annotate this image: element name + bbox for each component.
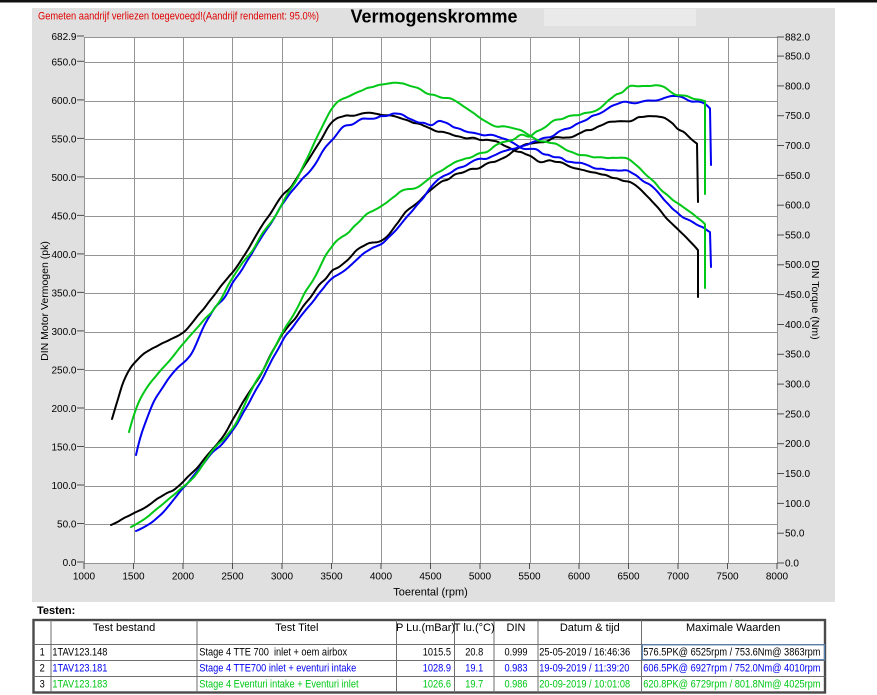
svg-text:0.983: 0.983 [504, 663, 527, 675]
svg-text:P Lu.(mBar): P Lu.(mBar) [396, 622, 455, 634]
svg-text:1000: 1000 [73, 572, 96, 583]
svg-text:450.0: 450.0 [51, 211, 76, 222]
svg-text:5000: 5000 [469, 572, 492, 583]
svg-text:Test bestand: Test bestand [93, 622, 155, 634]
svg-text:350.0: 350.0 [785, 350, 810, 361]
svg-text:850.0: 850.0 [785, 52, 810, 63]
svg-text:7500: 7500 [716, 572, 739, 583]
svg-text:550.0: 550.0 [785, 230, 810, 241]
svg-text:20-09-2019 / 10:01:08: 20-09-2019 / 10:01:08 [539, 679, 630, 691]
svg-text:400.0: 400.0 [51, 250, 76, 261]
svg-text:DIN: DIN [507, 622, 526, 634]
svg-text:650.0: 650.0 [51, 57, 76, 68]
svg-text:Stage 4 TTE 700 inlet + oem a: Stage 4 TTE 700 inlet + oem airbox [199, 647, 347, 659]
svg-text:250.0: 250.0 [51, 365, 76, 376]
svg-text:2: 2 [40, 663, 45, 675]
svg-text:4500: 4500 [419, 572, 442, 583]
svg-text:Stage 4 Eventuri intake + Even: Stage 4 Eventuri intake + Eventuri inlet [199, 679, 358, 691]
svg-text:DIN Torque (Nm): DIN Torque (Nm) [809, 260, 821, 339]
svg-text:3000: 3000 [271, 572, 294, 583]
svg-text:5500: 5500 [518, 572, 541, 583]
svg-text:7000: 7000 [667, 572, 690, 583]
svg-text:6000: 6000 [568, 572, 591, 583]
svg-text:400.0: 400.0 [785, 320, 810, 331]
svg-text:300.0: 300.0 [785, 380, 810, 391]
svg-text:0.0: 0.0 [785, 558, 799, 569]
svg-text:800.0: 800.0 [785, 81, 810, 92]
svg-text:682.9: 682.9 [51, 32, 76, 43]
svg-text:300.0: 300.0 [51, 327, 76, 338]
svg-text:19.1: 19.1 [465, 663, 483, 675]
svg-text:2500: 2500 [221, 572, 244, 583]
svg-text:3: 3 [40, 679, 45, 691]
svg-text:Datum & tijd: Datum & tijd [560, 622, 620, 634]
svg-text:19.7: 19.7 [465, 679, 483, 691]
svg-text:1026.6: 1026.6 [423, 679, 452, 691]
svg-text:Toerental (rpm): Toerental (rpm) [393, 587, 468, 599]
svg-text:606.5PK@ 6927rpm / 752.0Nm@ 40: 606.5PK@ 6927rpm / 752.0Nm@ 4010rpm [643, 663, 820, 675]
svg-text:1028.9: 1028.9 [423, 663, 452, 675]
svg-text:150.0: 150.0 [785, 469, 810, 480]
svg-text:100.0: 100.0 [785, 499, 810, 510]
svg-text:882.0: 882.0 [785, 32, 810, 43]
svg-text:600.0: 600.0 [51, 96, 76, 107]
svg-text:50.0: 50.0 [57, 520, 77, 531]
svg-text:1TAV123.148: 1TAV123.148 [52, 647, 107, 659]
svg-text:25-05-2019 / 16:46:36: 25-05-2019 / 16:46:36 [539, 647, 630, 659]
svg-text:50.0: 50.0 [785, 529, 805, 540]
svg-text:2000: 2000 [172, 572, 195, 583]
svg-text:0.999: 0.999 [504, 647, 527, 659]
svg-text:0.986: 0.986 [504, 679, 527, 691]
svg-text:100.0: 100.0 [51, 481, 76, 492]
svg-text:19-09-2019 / 11:39:20: 19-09-2019 / 11:39:20 [539, 663, 629, 675]
svg-text:576.5PK@ 6525rpm / 753.6Nm@ 38: 576.5PK@ 6525rpm / 753.6Nm@ 3863rpm [643, 647, 820, 659]
svg-text:Vermogenskromme: Vermogenskromme [350, 7, 517, 27]
svg-text:1TAV123.183: 1TAV123.183 [52, 679, 107, 691]
svg-text:20.8: 20.8 [465, 647, 483, 659]
svg-text:250.0: 250.0 [785, 409, 810, 420]
svg-text:Test Titel: Test Titel [275, 622, 318, 634]
svg-text:Testen:: Testen: [37, 605, 75, 617]
svg-text:Stage 4 TTE700 inlet + eventur: Stage 4 TTE700 inlet + eventuri intake [199, 663, 356, 675]
svg-text:550.0: 550.0 [51, 134, 76, 145]
svg-text:700.0: 700.0 [785, 141, 810, 152]
svg-text:1500: 1500 [122, 572, 145, 583]
svg-text:Maximale Waarden: Maximale Waarden [686, 622, 780, 634]
svg-text:T lu.(°C): T lu.(°C) [454, 622, 495, 634]
svg-text:620.8PK@ 6729rpm / 801.8Nm@ 40: 620.8PK@ 6729rpm / 801.8Nm@ 4025rpm [643, 679, 820, 691]
svg-text:0.0: 0.0 [63, 558, 77, 569]
svg-text:8000: 8000 [766, 572, 789, 583]
svg-text:650.0: 650.0 [785, 171, 810, 182]
svg-text:500.0: 500.0 [51, 173, 76, 184]
svg-text:1: 1 [40, 647, 45, 659]
svg-text:350.0: 350.0 [51, 288, 76, 299]
svg-text:4000: 4000 [370, 572, 393, 583]
svg-text:200.0: 200.0 [785, 439, 810, 450]
svg-text:1TAV123.181: 1TAV123.181 [52, 663, 107, 675]
svg-text:150.0: 150.0 [51, 443, 76, 454]
svg-text:Gemeten aandrijf verliezen toe: Gemeten aandrijf verliezen toegevoegd!(A… [38, 11, 319, 23]
svg-text:600.0: 600.0 [785, 201, 810, 212]
svg-text:450.0: 450.0 [785, 290, 810, 301]
svg-text:500.0: 500.0 [785, 260, 810, 271]
svg-text:750.0: 750.0 [785, 111, 810, 122]
svg-text:1015.5: 1015.5 [423, 647, 452, 659]
svg-text:200.0: 200.0 [51, 404, 76, 415]
svg-text:DIN Motor Vermogen (pk): DIN Motor Vermogen (pk) [39, 241, 51, 361]
svg-text:6500: 6500 [617, 572, 640, 583]
svg-text:3500: 3500 [320, 572, 343, 583]
